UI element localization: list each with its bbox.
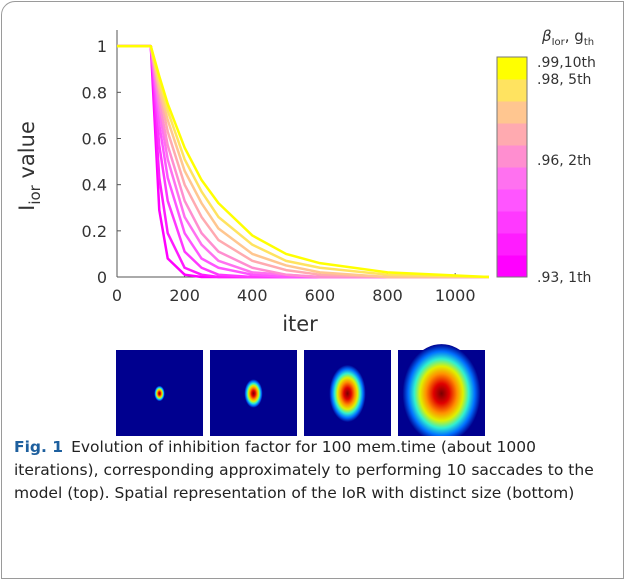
colorbar-label: .98, 5th <box>537 72 591 88</box>
colorbar-swatch <box>497 101 527 124</box>
y-tick-label: 0 <box>97 268 107 287</box>
y-axis-label: Iior value <box>15 121 44 211</box>
colorbar-label: .99,10th <box>537 55 596 71</box>
colorbar-swatch <box>497 255 527 278</box>
x-axis-label: iter <box>282 312 318 336</box>
colorbar-swatch <box>497 167 527 190</box>
colorbar-label: .96, 2th <box>537 153 591 169</box>
caption-label: Fig. 1 <box>14 438 64 456</box>
x-tick-label: 800 <box>372 286 403 305</box>
colorbar-swatch <box>497 189 527 212</box>
heatmap-blob <box>154 385 165 402</box>
colorbar-title: βIor, gth <box>541 27 594 48</box>
colorbar-swatch <box>497 57 527 80</box>
y-tick-label: 0.6 <box>82 129 107 148</box>
colorbar-swatch <box>497 79 527 102</box>
series-line <box>117 44 489 279</box>
colorbar-frame <box>496 56 528 278</box>
series-line <box>117 44 490 279</box>
heatmap-blob <box>329 364 366 423</box>
chart: Iior value iter βIor, gth 0 0.2 0.4 0.6 0.8 1… <box>15 27 596 436</box>
heatmap-blob <box>402 344 481 436</box>
colorbar-swatch <box>497 123 527 146</box>
caption: Fig. 1 Evolution of inhibition factor for… <box>14 436 614 505</box>
x-tick-label: 1000 <box>435 286 476 305</box>
y-tick-label: 0.4 <box>82 176 107 195</box>
colorbar-swatch <box>497 145 527 168</box>
x-tick-label: 600 <box>305 286 336 305</box>
y-tick-label: 1 <box>97 37 107 56</box>
colorbar-swatch <box>497 233 527 256</box>
x-tick-label: 0 <box>112 286 122 305</box>
y-tick-label: 0.2 <box>82 222 107 241</box>
caption-text: Evolution of inhibition factor for 100 m… <box>14 438 594 502</box>
heatmap-blob <box>244 379 263 408</box>
colorbar-swatch <box>497 211 527 234</box>
series-line <box>117 44 489 279</box>
x-tick-label: 400 <box>237 286 268 305</box>
y-tick-label: 0.8 <box>82 83 107 102</box>
x-tick-label: 200 <box>169 286 200 305</box>
colorbar-label: .93, 1th <box>537 270 591 286</box>
